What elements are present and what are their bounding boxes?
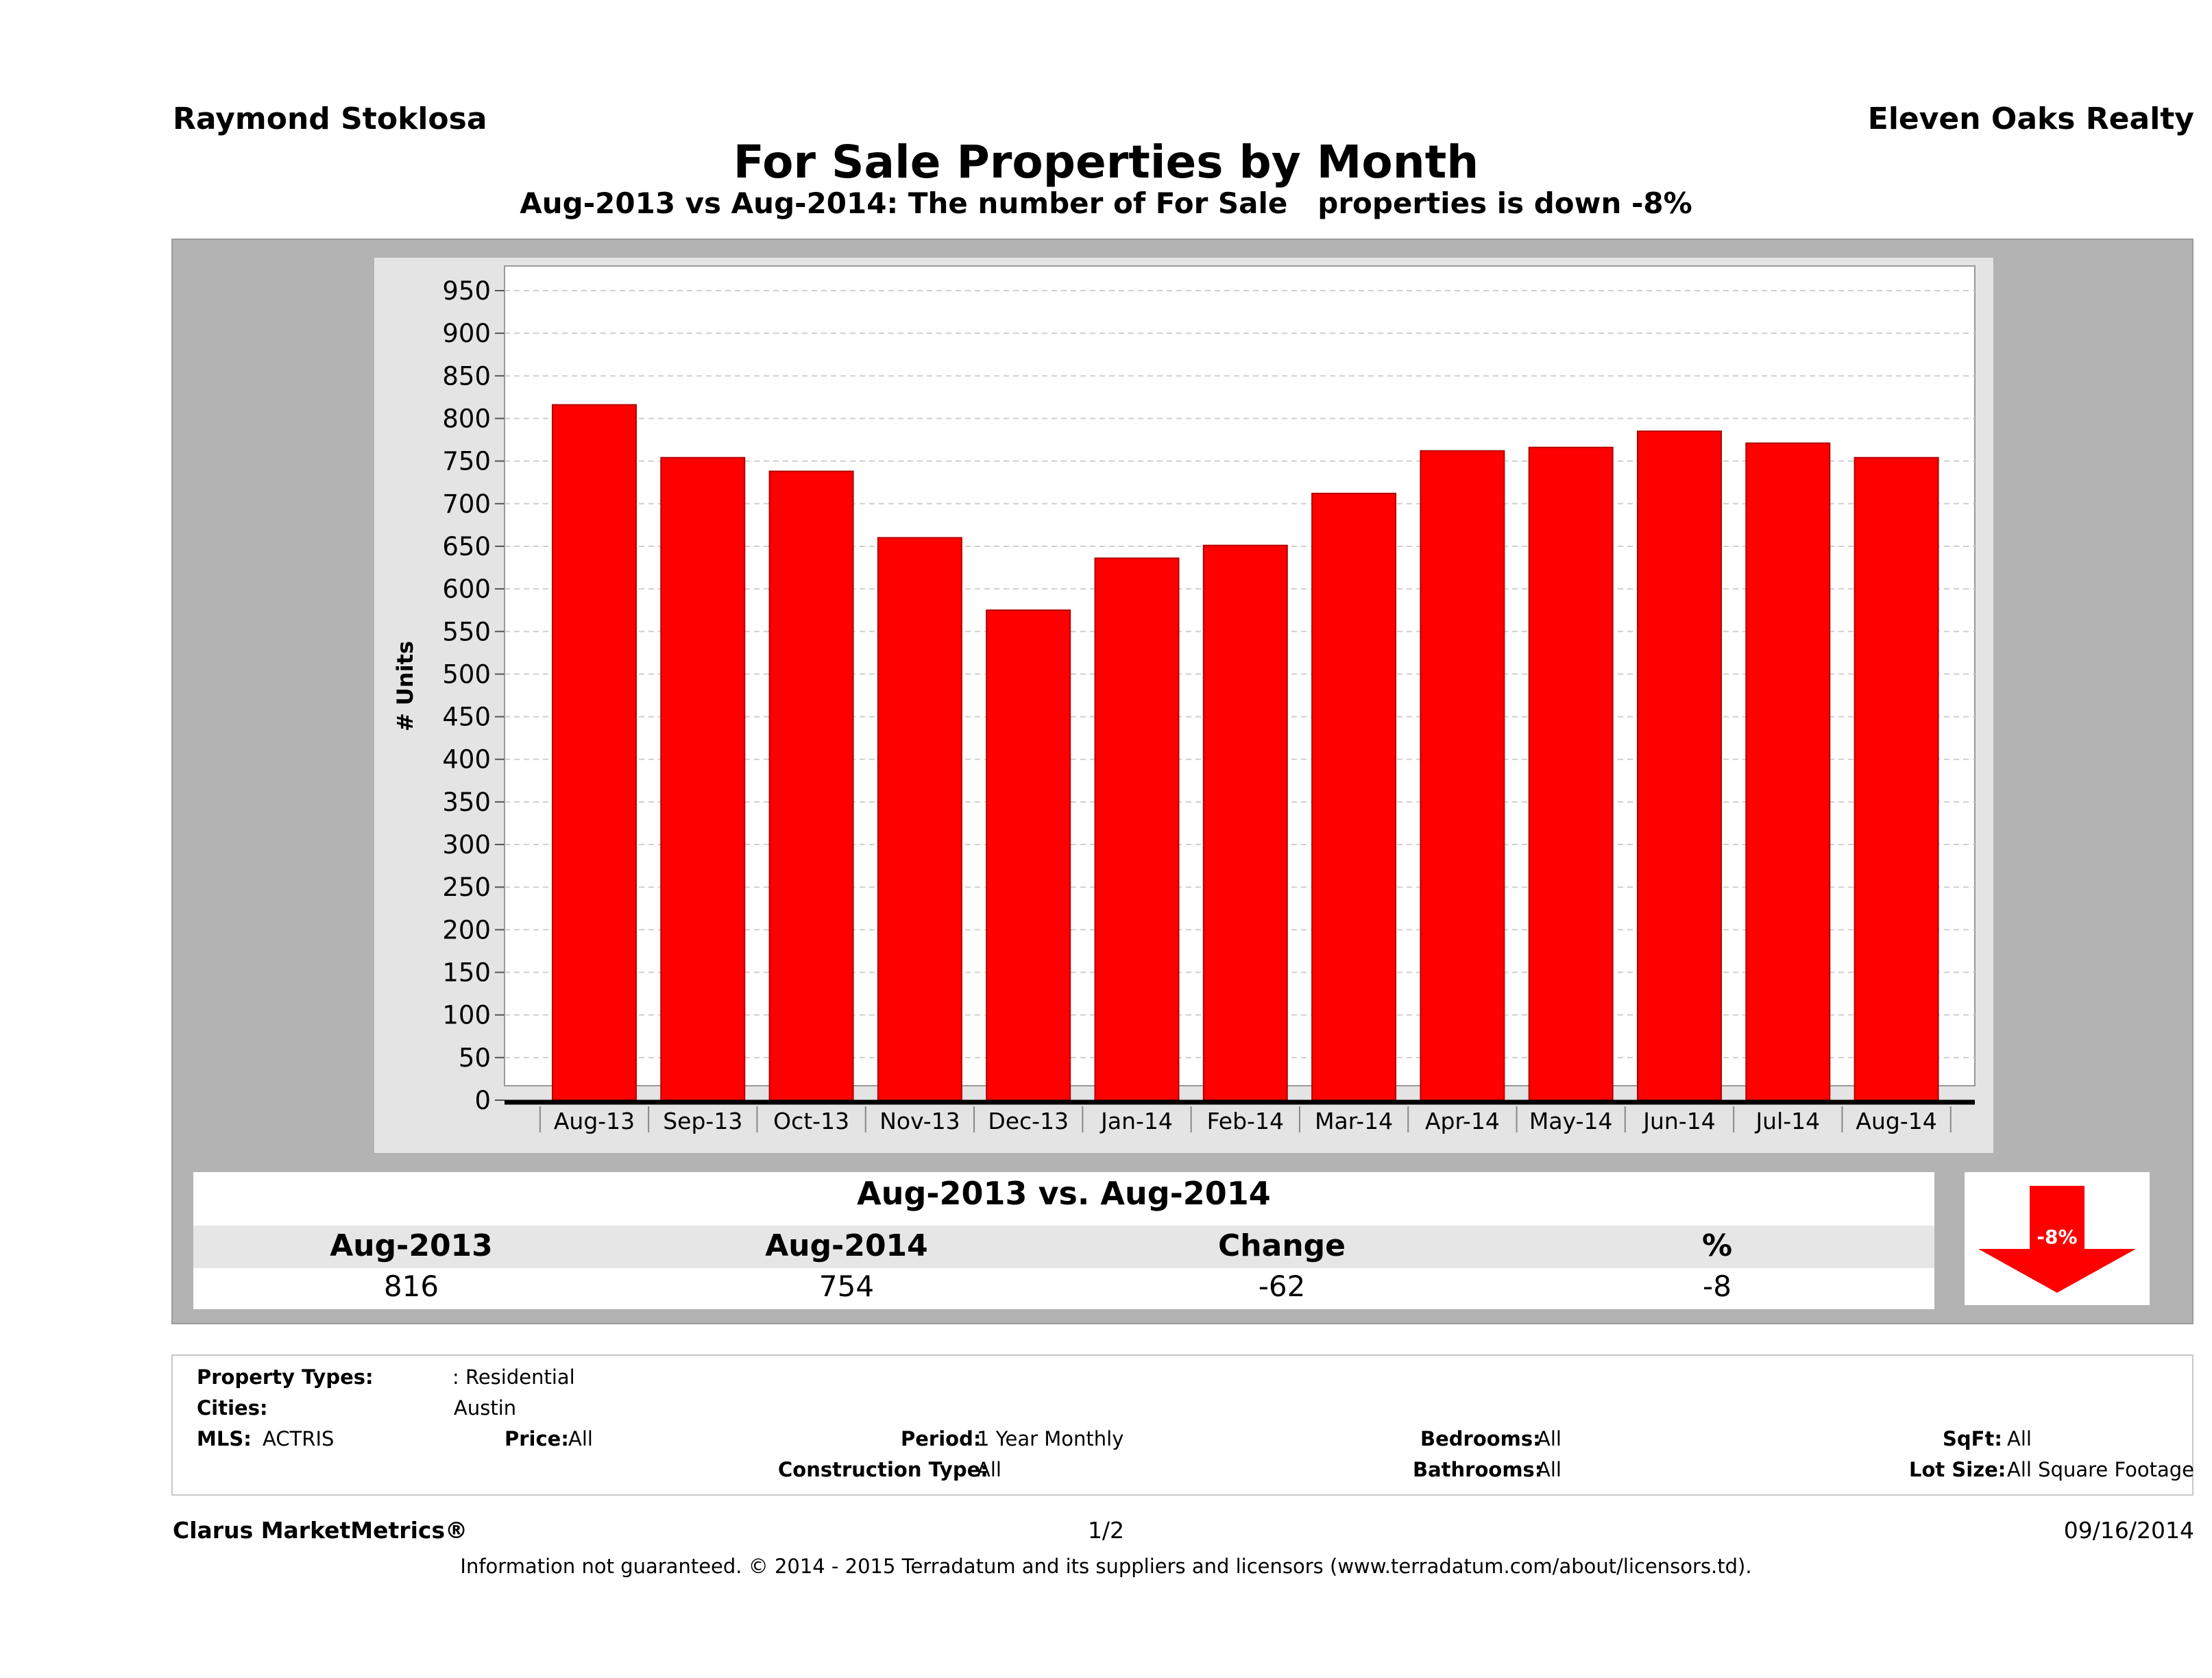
y-tick-label: 600 <box>442 574 491 604</box>
y-tick-label: 150 <box>442 958 491 988</box>
bar-aug-14 <box>1854 457 1939 1101</box>
x-tick-label: Jul-14 <box>1754 1108 1820 1134</box>
y-tick-label: 750 <box>442 447 491 476</box>
x-tick-label: Sep-13 <box>663 1108 742 1134</box>
property-types-value: : Residential <box>452 1365 575 1389</box>
y-tick-label: 500 <box>442 659 491 689</box>
bar-feb-14 <box>1202 544 1288 1101</box>
summary-value-aug2013: 816 <box>383 1269 439 1303</box>
x-tick-label: Jan-14 <box>1099 1108 1173 1134</box>
construction-type-label: Construction Type: <box>778 1458 988 1481</box>
y-tick-label: 350 <box>442 788 491 817</box>
summary-header-percent: % <box>1701 1228 1733 1263</box>
x-tick-label: Dec-13 <box>988 1108 1069 1134</box>
footer-page-number: 1/2 <box>1087 1517 1125 1544</box>
chart-title: For Sale Properties by Month <box>733 136 1479 189</box>
footer-date: 09/16/2014 <box>2063 1517 2194 1544</box>
grid-lines <box>505 290 1975 1058</box>
sqft-value: All <box>2007 1427 2032 1450</box>
y-tick-label: 900 <box>442 319 491 348</box>
bar-aug-13 <box>552 404 637 1102</box>
bedrooms-label: Bedrooms: <box>1420 1427 1541 1450</box>
lot-size-label: Lot Size: <box>1909 1458 2006 1481</box>
x-tick-label: Nov-13 <box>879 1108 960 1134</box>
footer-brand: Clarus MarketMetrics® <box>173 1517 468 1544</box>
summary-title: Aug-2013 vs. Aug-2014 <box>857 1175 1271 1212</box>
bathrooms-label: Bathrooms: <box>1413 1458 1543 1481</box>
construction-type-value: All <box>977 1458 1001 1481</box>
y-tick-label: 400 <box>442 745 491 775</box>
x-tick-label: Apr-14 <box>1425 1108 1500 1134</box>
y-tick-label: 50 <box>459 1043 491 1073</box>
y-tick-label: 300 <box>442 830 491 860</box>
bars <box>552 404 1939 1102</box>
summary-header-aug2013: Aug-2013 <box>330 1228 493 1263</box>
period-value: 1 Year Monthly <box>977 1427 1124 1450</box>
x-tick-label: May-14 <box>1529 1108 1613 1134</box>
bar-oct-13 <box>768 470 854 1101</box>
summary-header-change: Change <box>1218 1228 1346 1263</box>
summary-header-band <box>193 1226 1934 1268</box>
summary-value-aug2014: 754 <box>818 1269 875 1303</box>
property-types-label: Property Types: <box>197 1365 374 1389</box>
y-tick-label: 950 <box>442 276 491 306</box>
y-axis-label: # Units <box>392 641 418 731</box>
period-label: Period: <box>901 1427 982 1450</box>
bar-dec-13 <box>986 609 1071 1101</box>
bar-jan-14 <box>1094 557 1180 1102</box>
chart-subtitle: Aug-2013 vs Aug-2014: The number of For … <box>520 186 1692 220</box>
summary-value-percent: -8 <box>1703 1269 1731 1303</box>
footer-disclaimer: Information not guaranteed. © 2014 - 201… <box>460 1555 1752 1578</box>
y-tick-label: 450 <box>442 703 491 732</box>
y-tick-label: 700 <box>442 489 491 519</box>
y-tick-label: 0 <box>474 1086 491 1115</box>
y-tick-label: 100 <box>442 1001 491 1030</box>
down-arrow-icon: -8% <box>1978 1186 2136 1293</box>
summary-value-change: -62 <box>1258 1269 1306 1303</box>
y-tick-label: 250 <box>442 873 491 902</box>
y-axis-ticks: 0 50 100 150 200 250 300 350 400 450 500 550 600 650 7… <box>442 276 505 1115</box>
agent-name: Raymond Stoklosa <box>173 101 487 136</box>
y-tick-label: 800 <box>442 404 491 433</box>
bathrooms-value: All <box>1537 1458 1561 1481</box>
bar-mar-14 <box>1311 492 1397 1101</box>
lot-size-value: All Square Footage <box>2007 1458 2195 1481</box>
mls-value: ACTRIS <box>263 1427 335 1450</box>
bar-chart: 0 50 100 150 200 250 300 350 400 450 500 550 600 650 7… <box>392 265 1976 1134</box>
x-tick-label: Mar-14 <box>1315 1108 1393 1134</box>
x-tick-label: Aug-13 <box>554 1108 635 1134</box>
price-label: Price: <box>505 1427 569 1450</box>
bar-may-14 <box>1528 446 1614 1102</box>
bar-jun-14 <box>1637 430 1722 1102</box>
bar-sep-13 <box>660 457 746 1101</box>
summary-header-aug2014: Aug-2014 <box>765 1228 928 1263</box>
cities-value: Austin <box>454 1396 517 1420</box>
y-tick-label: 850 <box>442 361 491 391</box>
y-tick-label: 550 <box>442 617 491 646</box>
brokerage-name: Eleven Oaks Realty <box>1867 101 2194 136</box>
filters-box <box>171 1354 2193 1496</box>
price-value: All <box>568 1427 593 1450</box>
change-indicator-label: -8% <box>2037 1226 2077 1248</box>
x-axis-ticks: Aug-13 Sep-13 Oct-13 Nov-13 Dec-13 Jan-14 Feb-… <box>539 1106 1952 1134</box>
y-tick-label: 200 <box>442 915 491 945</box>
bar-apr-14 <box>1420 450 1505 1101</box>
mls-label: MLS: <box>197 1427 252 1450</box>
x-tick-label: Oct-13 <box>773 1108 849 1134</box>
x-tick-label: Aug-14 <box>1856 1108 1936 1134</box>
x-tick-label: Feb-14 <box>1207 1108 1284 1134</box>
bedrooms-value: All <box>1537 1427 1561 1450</box>
x-tick-label: Jun-14 <box>1642 1108 1715 1134</box>
cities-label: Cities: <box>197 1396 268 1420</box>
sqft-label: SqFt: <box>1943 1427 2002 1450</box>
bar-nov-13 <box>877 537 962 1101</box>
y-tick-label: 650 <box>442 532 491 561</box>
bar-jul-14 <box>1745 442 1831 1101</box>
